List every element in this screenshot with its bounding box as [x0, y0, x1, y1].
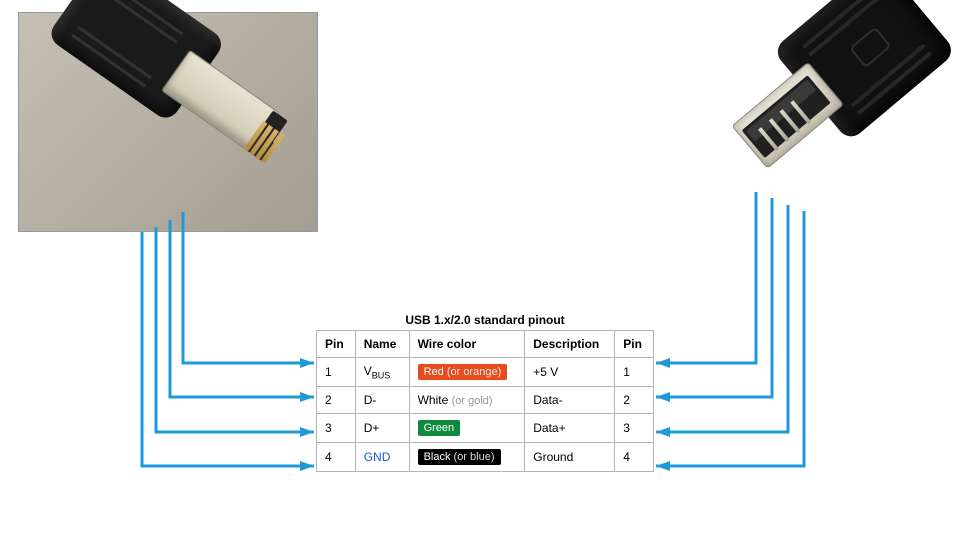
pinout-table-wrap: USB 1.x/2.0 standard pinout PinNameWire … — [316, 313, 654, 472]
usb-female-photo — [690, 4, 950, 219]
pinout-col-0: Pin — [317, 331, 356, 358]
pinout-row-4: 4GNDBlack (or blue)Ground4 — [317, 443, 654, 472]
cell-desc: Data- — [525, 387, 615, 414]
cell-name: D+ — [355, 414, 409, 443]
cell-pin-right: 3 — [615, 414, 654, 443]
pinout-col-1: Name — [355, 331, 409, 358]
pinout-col-3: Description — [525, 331, 615, 358]
cell-name: D- — [355, 387, 409, 414]
cell-name: GND — [355, 443, 409, 472]
cell-wire-color: White (or gold) — [409, 387, 525, 414]
cell-pin-left: 2 — [317, 387, 356, 414]
pinout-table-title: USB 1.x/2.0 standard pinout — [316, 313, 654, 327]
cell-desc: +5 V — [525, 358, 615, 387]
pinout-row-1: 1VBUSRed (or orange)+5 V1 — [317, 358, 654, 387]
cell-desc: Ground — [525, 443, 615, 472]
cell-pin-right: 4 — [615, 443, 654, 472]
pinout-col-4: Pin — [615, 331, 654, 358]
cell-pin-left: 4 — [317, 443, 356, 472]
pinout-row-3: 3D+GreenData+3 — [317, 414, 654, 443]
pinout-row-2: 2D-White (or gold)Data-2 — [317, 387, 654, 414]
cell-pin-right: 2 — [615, 387, 654, 414]
cell-wire-color: Green — [409, 414, 525, 443]
cell-desc: Data+ — [525, 414, 615, 443]
pinout-col-2: Wire color — [409, 331, 525, 358]
cell-pin-left: 3 — [317, 414, 356, 443]
pinout-header-row: PinNameWire colorDescriptionPin — [317, 331, 654, 358]
cell-pin-right: 1 — [615, 358, 654, 387]
cell-wire-color: Black (or blue) — [409, 443, 525, 472]
cell-pin-left: 1 — [317, 358, 356, 387]
pinout-table: PinNameWire colorDescriptionPin 1VBUSRed… — [316, 330, 654, 472]
cell-name: VBUS — [355, 358, 409, 387]
cell-wire-color: Red (or orange) — [409, 358, 525, 387]
usb-male-photo — [18, 12, 318, 232]
